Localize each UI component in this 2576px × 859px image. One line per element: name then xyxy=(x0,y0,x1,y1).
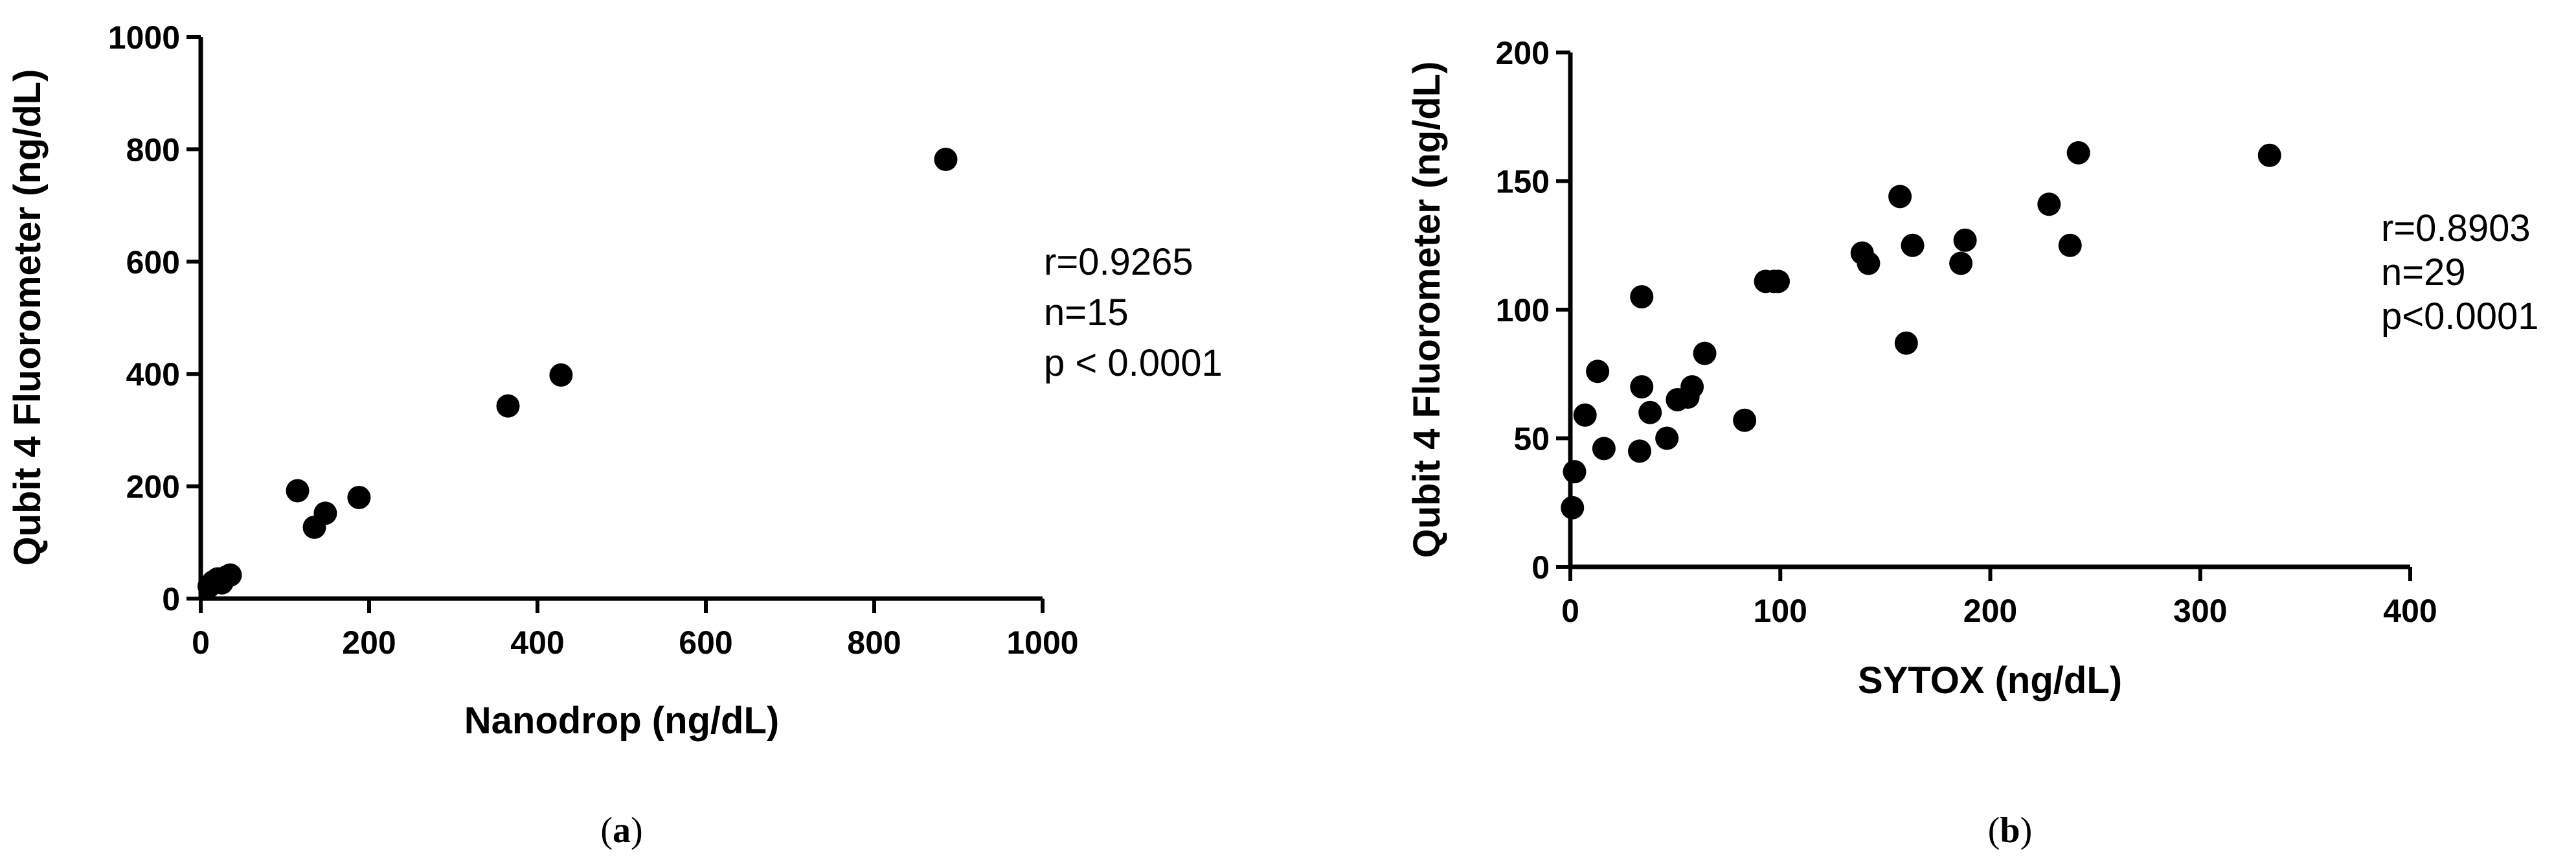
panel-b-y-ticks: 0 50 100 150 200 xyxy=(1496,35,1570,586)
panel-a-y-tick-label: 0 xyxy=(162,581,180,617)
panel-b-data-point xyxy=(1586,360,1610,384)
panel-a-stat-p: p < 0.0001 xyxy=(1044,342,1223,384)
panel-a-y-ticks: 0 200 400 600 800 1000 xyxy=(108,19,201,617)
panel-a-x-tick-label: 600 xyxy=(679,624,732,661)
panel-b-data-point xyxy=(1901,233,1925,257)
panel-b-points xyxy=(1561,141,2281,520)
panel-b-stats: r=0.8903 n=29 p<0.0001 xyxy=(2381,207,2539,338)
panel-a-x-tick-label: 0 xyxy=(192,624,210,661)
panel-b-data-point xyxy=(2066,141,2090,165)
panel-b-data-point xyxy=(1680,375,1704,399)
panel-a-data-point xyxy=(549,363,573,387)
panel-a-axes xyxy=(198,37,1043,601)
panel-a-x-tick-label: 1000 xyxy=(1006,624,1078,661)
panel-b-y-tick-label: 150 xyxy=(1496,164,1550,200)
panel-b-data-point xyxy=(1888,185,1912,209)
panel-b-caption-letter: b xyxy=(2000,810,2020,851)
panel-b-data-point xyxy=(1767,269,1791,293)
panel-a-data-point xyxy=(934,148,958,172)
panel-a-y-tick-label: 1000 xyxy=(108,19,180,56)
panel-a-x-axis-label: Nanodrop (ng/dL) xyxy=(464,700,779,742)
panel-a-y-tick-label: 200 xyxy=(126,469,180,505)
panel-b-x-tick-label: 0 xyxy=(1561,593,1579,629)
panel-a-data-point xyxy=(286,479,310,503)
panel-a-x-tick-label: 400 xyxy=(510,624,564,661)
panel-a-stat-n: n=15 xyxy=(1044,292,1129,334)
panel-b-x-axis-label: SYTOX (ng/dL) xyxy=(1858,659,2122,702)
panel-b-y-axis-label: Qubit 4 Fluorometer (ng/dL) xyxy=(1406,62,1448,558)
panel-b-data-point xyxy=(1693,341,1717,365)
panel-b-x-tick-label: 200 xyxy=(1963,593,2017,629)
panel-b-data-point xyxy=(1894,331,1918,355)
panel-b-data-point xyxy=(2037,192,2061,216)
panel-b-data-point xyxy=(1857,251,1881,275)
panel-b-data-point xyxy=(1949,251,1973,275)
panel-b-scatter-chart: 0 100 200 300 400 0 50 100 150 200 SYTOX (ng/dL)… xyxy=(1406,35,2539,851)
panel-b-data-point xyxy=(1638,400,1662,424)
panel-a-caption: (a) xyxy=(600,810,642,851)
panel-b-stat-p: p<0.0001 xyxy=(2381,295,2539,338)
panel-b-data-point xyxy=(2058,233,2082,257)
panel-b-data-point xyxy=(1628,439,1652,463)
panel-b-data-point xyxy=(2257,143,2281,167)
panel-a-x-tick-label: 200 xyxy=(342,624,396,661)
panel-a-y-tick-label: 600 xyxy=(126,244,180,281)
panel-a-x-tick-label: 800 xyxy=(847,624,901,661)
panel-b-y-tick-label: 200 xyxy=(1496,35,1550,71)
panel-a-points xyxy=(198,148,958,598)
panel-b-x-tick-label: 400 xyxy=(2383,593,2437,629)
panel-b-data-point xyxy=(1592,437,1616,461)
panel-a-data-point xyxy=(218,563,242,587)
panel-a-y-axis-label: Qubit 4 Fluorometer (ng/dL) xyxy=(6,69,49,566)
panel-b-data-point xyxy=(1561,496,1585,520)
panel-a-scatter-chart: 0 200 400 600 800 1000 0 200 400 600 800 1000 Nano… xyxy=(6,19,1223,851)
panel-b-data-point xyxy=(1733,408,1757,432)
panel-b-axes xyxy=(1568,52,2410,569)
panel-b-y-tick-label: 100 xyxy=(1496,292,1550,328)
panel-a-caption-letter: a xyxy=(613,810,631,851)
panel-b-x-tick-label: 100 xyxy=(1754,593,1807,629)
panel-b-stat-n: n=29 xyxy=(2381,251,2466,293)
panel-b-stat-r: r=0.8903 xyxy=(2381,207,2531,249)
panel-b-y-tick-label: 50 xyxy=(1513,421,1550,457)
panel-a-data-point xyxy=(313,501,337,525)
panel-b-data-point xyxy=(1630,285,1654,309)
panel-a-y-tick-label: 800 xyxy=(126,132,180,168)
panel-a-y-tick-label: 400 xyxy=(126,356,180,393)
panel-b-data-point xyxy=(1573,403,1597,427)
panel-a-data-point xyxy=(496,394,520,418)
panel-a-stats: r=0.9265 n=15 p < 0.0001 xyxy=(1044,241,1223,384)
panel-b-data-point xyxy=(1655,426,1679,450)
panel-b-caption: (b) xyxy=(1988,810,2032,851)
panel-a-stat-r: r=0.9265 xyxy=(1044,241,1193,283)
panel-b-data-point xyxy=(1630,375,1654,399)
panel-b-y-tick-label: 0 xyxy=(1531,549,1550,586)
panel-b-x-ticks: 0 100 200 300 400 xyxy=(1561,567,2437,629)
panel-a-data-point xyxy=(347,485,371,509)
panel-b-data-point xyxy=(1953,228,1977,252)
panel-b-x-tick-label: 300 xyxy=(2173,593,2227,629)
panel-a-x-ticks: 0 200 400 600 800 1000 xyxy=(192,599,1079,661)
panel-b-data-point xyxy=(1563,460,1587,484)
